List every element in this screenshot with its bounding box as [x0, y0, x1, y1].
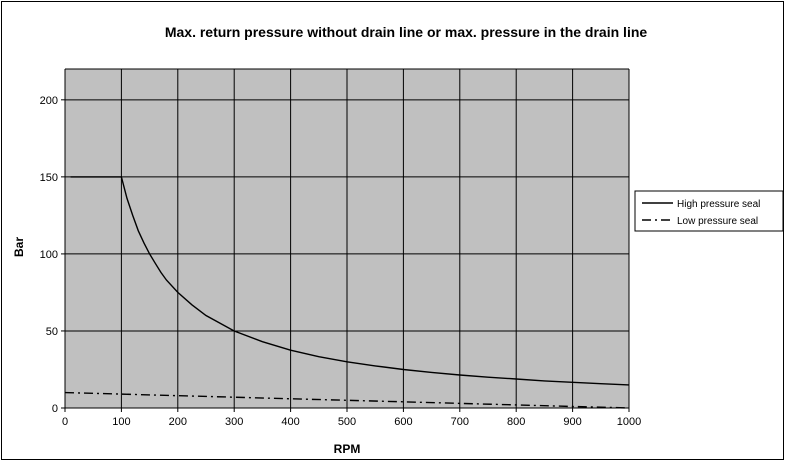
y-tick-label: 150 [40, 172, 58, 184]
x-tick-label: 400 [281, 416, 299, 428]
series-layer [64, 176, 630, 409]
y-tick-label: 100 [40, 249, 58, 261]
x-axis-ticks: 0 100 200 300 400 500 600 700 800 900 1000 [62, 408, 641, 428]
legend-box [634, 190, 784, 232]
grid [64, 68, 630, 409]
x-tick-label: 1000 [617, 416, 641, 428]
x-tick-label: 0 [62, 416, 68, 428]
x-tick-label: 600 [394, 416, 412, 428]
x-axis-label: RPM [334, 442, 361, 456]
legend-label: High pressure seal [677, 199, 760, 210]
series-line-2 [64, 391, 630, 409]
x-tick-label: 700 [451, 416, 469, 428]
x-tick-label: 900 [563, 416, 581, 428]
y-axis-label: Bar [12, 237, 26, 257]
chart-title: Max. return pressure without drain line … [165, 24, 648, 40]
x-tick-label: 800 [507, 416, 525, 428]
y-axis-ticks: 0 50 100 150 200 [40, 95, 65, 415]
y-tick-label: 50 [46, 326, 58, 338]
legend: High pressure seal Low pressure seal [634, 190, 784, 232]
x-tick-label: 200 [169, 416, 187, 428]
x-tick-label: 500 [338, 416, 356, 428]
x-tick-label: 100 [112, 416, 130, 428]
x-tick-label: 300 [225, 416, 243, 428]
y-tick-label: 200 [40, 95, 58, 107]
legend-label: Low pressure seal [677, 216, 758, 227]
series-line-1 [70, 176, 630, 386]
y-tick-label: 0 [52, 403, 58, 415]
